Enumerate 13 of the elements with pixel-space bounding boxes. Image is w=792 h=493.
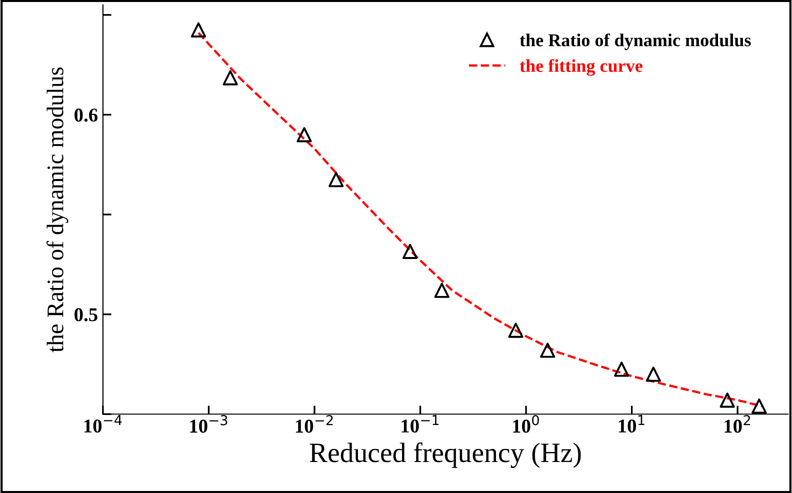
x-tick-label: 10$^{2}$ <box>724 415 750 433</box>
x-tick-label: 10$^{1}$ <box>618 415 644 433</box>
x-tick-label: 10$^{−1}$ <box>402 415 439 433</box>
x-tick-label: 10$^{0}$ <box>513 415 539 433</box>
y-tick-label: 0.6 <box>74 108 98 122</box>
x-tick-label: 10$^{−4}$ <box>84 415 122 433</box>
y-axis-title: the Ratio of dynamic modulus <box>46 67 68 352</box>
x-tick-label: 10$^{−2}$ <box>296 415 333 433</box>
legend-label: the fitting curve <box>520 59 642 76</box>
legend-label: the Ratio of dynamic modulus <box>520 33 751 50</box>
y-tick-label: 0.5 <box>74 308 98 322</box>
x-tick-label: 10$^{−3}$ <box>190 415 228 433</box>
x-axis-title: Reduced frequency (Hz) <box>310 442 581 468</box>
